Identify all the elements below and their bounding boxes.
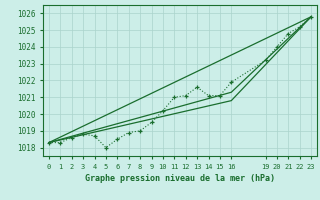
X-axis label: Graphe pression niveau de la mer (hPa): Graphe pression niveau de la mer (hPa) [85, 174, 275, 183]
